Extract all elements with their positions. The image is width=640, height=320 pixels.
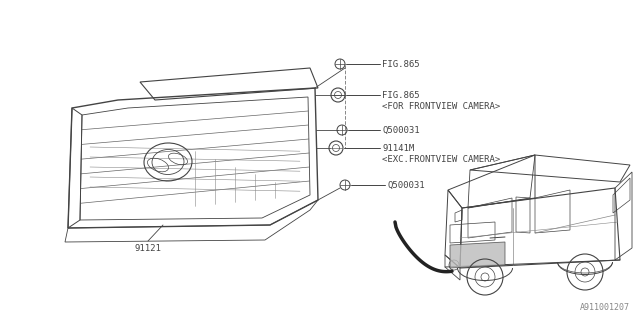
- Polygon shape: [450, 242, 505, 268]
- Text: Q500031: Q500031: [387, 180, 424, 189]
- Text: FIG.865: FIG.865: [382, 60, 420, 68]
- Text: 91121: 91121: [134, 244, 161, 252]
- Text: <EXC.FRONTVIEW CAMERA>: <EXC.FRONTVIEW CAMERA>: [382, 155, 500, 164]
- Text: Q500031: Q500031: [382, 125, 420, 134]
- Text: A911001207: A911001207: [580, 303, 630, 312]
- Text: 91141M: 91141M: [382, 143, 414, 153]
- Text: <FOR FRONTVIEW CAMERA>: <FOR FRONTVIEW CAMERA>: [382, 101, 500, 110]
- Text: FIG.865: FIG.865: [382, 91, 420, 100]
